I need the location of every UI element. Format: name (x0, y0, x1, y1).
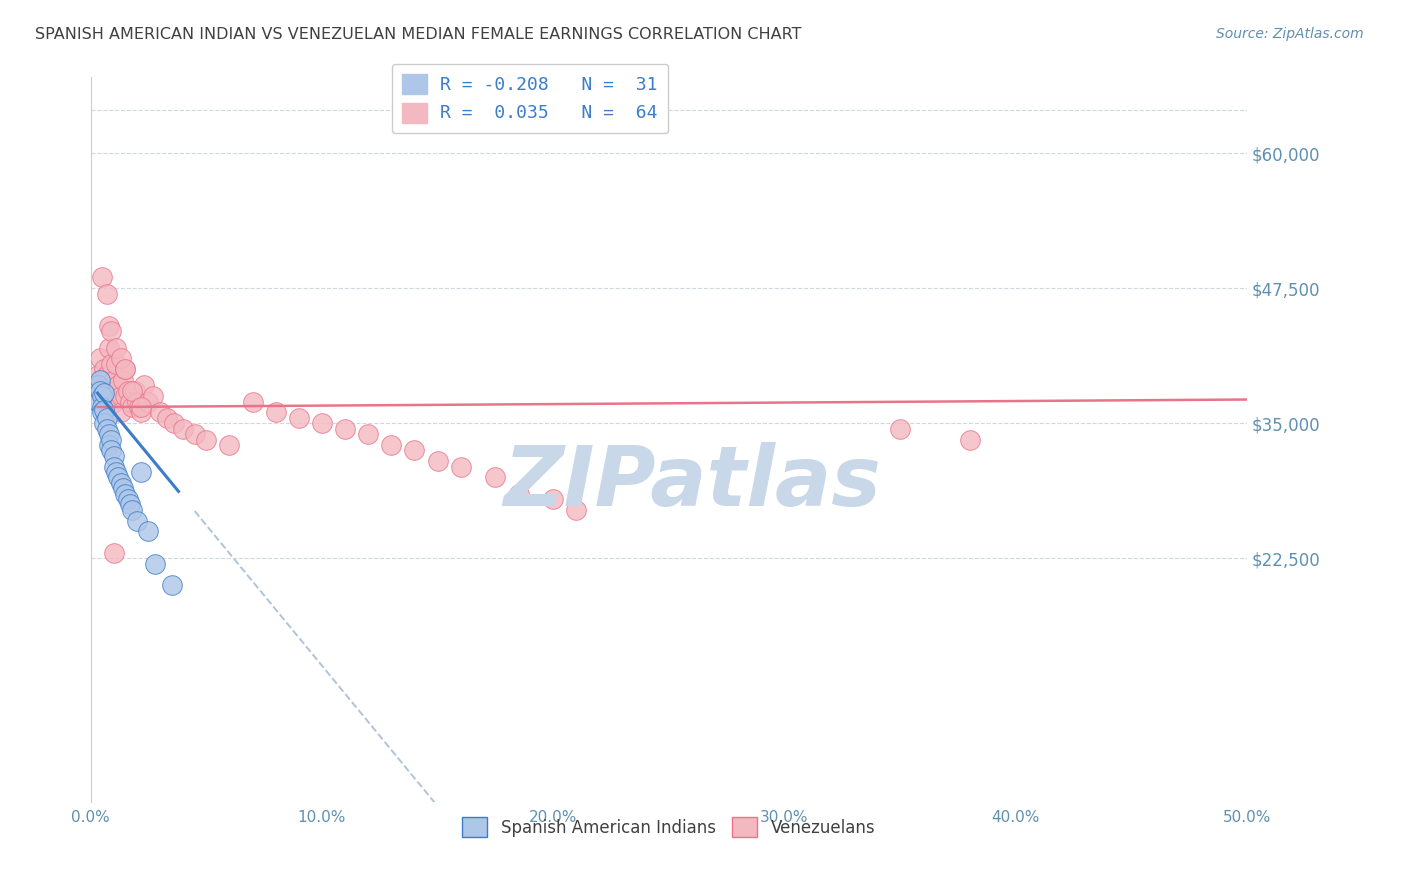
Point (172, 422, 194, 436)
Point (333, 422, 356, 436)
Point (89, 373, 111, 387)
Point (91, 405, 114, 419)
Point (541, 491, 564, 506)
Point (105, 341, 128, 355)
Point (131, 405, 153, 419)
Point (96, 394, 118, 409)
Point (132, 378, 155, 392)
Point (357, 427, 380, 442)
Point (131, 465, 153, 479)
Point (91, 373, 114, 387)
Point (86, 378, 108, 392)
Point (93, 378, 115, 392)
Point (160, 578, 183, 592)
Point (118, 394, 141, 409)
Point (163, 417, 186, 431)
Point (93, 403, 115, 417)
Point (121, 502, 143, 516)
Point (125, 394, 148, 409)
Point (131, 400, 153, 414)
Point (91, 270, 114, 285)
Point (103, 373, 125, 387)
Point (484, 470, 506, 484)
Point (311, 417, 333, 431)
Point (96, 286, 118, 301)
Point (114, 389, 136, 403)
Point (117, 491, 139, 506)
Point (96, 422, 118, 436)
Point (156, 410, 179, 425)
Point (103, 459, 125, 474)
Point (242, 394, 264, 409)
Point (264, 405, 287, 419)
Point (91, 389, 114, 403)
Point (100, 325, 122, 339)
Point (98, 427, 121, 442)
Point (121, 400, 143, 414)
Text: ZIPatlas: ZIPatlas (503, 442, 882, 524)
Text: SPANISH AMERICAN INDIAN VS VENEZUELAN MEDIAN FEMALE EARNINGS CORRELATION CHART: SPANISH AMERICAN INDIAN VS VENEZUELAN ME… (35, 27, 801, 42)
Point (114, 486, 136, 500)
Point (149, 405, 172, 419)
Point (121, 384, 143, 398)
Point (100, 433, 122, 447)
Point (107, 470, 129, 484)
Point (110, 351, 132, 366)
Point (105, 357, 128, 371)
Point (96, 410, 118, 425)
Point (508, 486, 530, 500)
Point (93, 362, 115, 376)
Point (89, 384, 111, 398)
Point (89, 351, 111, 366)
Point (107, 378, 129, 392)
Point (145, 557, 167, 571)
Point (86, 394, 108, 409)
Legend: Spanish American Indians, Venezuelans: Spanish American Indians, Venezuelans (456, 810, 882, 844)
Point (93, 386, 115, 401)
Point (91, 389, 114, 403)
Point (93, 417, 115, 431)
Point (114, 362, 136, 376)
Point (959, 433, 981, 447)
Point (105, 465, 128, 479)
Point (98, 438, 121, 452)
Point (103, 449, 125, 463)
Point (100, 357, 122, 371)
Point (117, 384, 139, 398)
Point (111, 373, 134, 387)
Point (96, 368, 118, 382)
Point (125, 514, 148, 528)
Point (105, 384, 128, 398)
Point (138, 524, 160, 539)
Point (111, 481, 134, 495)
Point (128, 400, 150, 414)
Point (124, 384, 146, 398)
Point (889, 422, 911, 436)
Point (380, 438, 402, 452)
Point (138, 394, 160, 409)
Text: Source: ZipAtlas.com: Source: ZipAtlas.com (1216, 27, 1364, 41)
Point (565, 502, 588, 516)
Point (100, 443, 122, 458)
Point (110, 475, 132, 490)
Point (288, 410, 311, 425)
Point (98, 341, 121, 355)
Point (110, 389, 132, 403)
Point (86, 368, 108, 382)
Point (103, 394, 125, 409)
Point (142, 389, 165, 403)
Point (91, 400, 114, 414)
Point (195, 433, 218, 447)
Point (103, 546, 125, 560)
Point (110, 405, 132, 419)
Point (89, 384, 111, 398)
Point (118, 497, 141, 511)
Point (426, 454, 449, 468)
Point (98, 318, 121, 333)
Point (183, 427, 205, 442)
Point (450, 459, 472, 474)
Point (218, 438, 240, 452)
Point (404, 443, 426, 458)
Point (114, 362, 136, 376)
